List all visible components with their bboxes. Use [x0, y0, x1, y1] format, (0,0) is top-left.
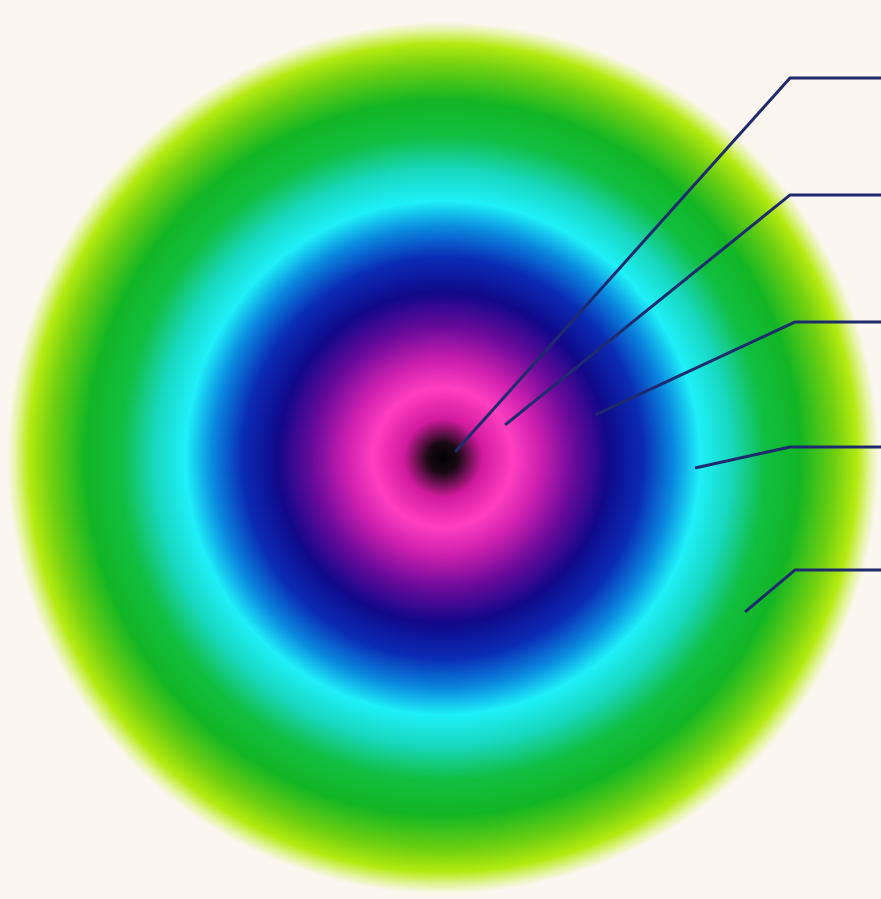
concentric-rings — [7, 22, 879, 894]
leader-line — [694, 445, 881, 470]
leader-line — [453, 76, 881, 454]
leader-line — [504, 193, 881, 427]
leader-line — [744, 568, 881, 614]
leader-line — [594, 320, 881, 417]
